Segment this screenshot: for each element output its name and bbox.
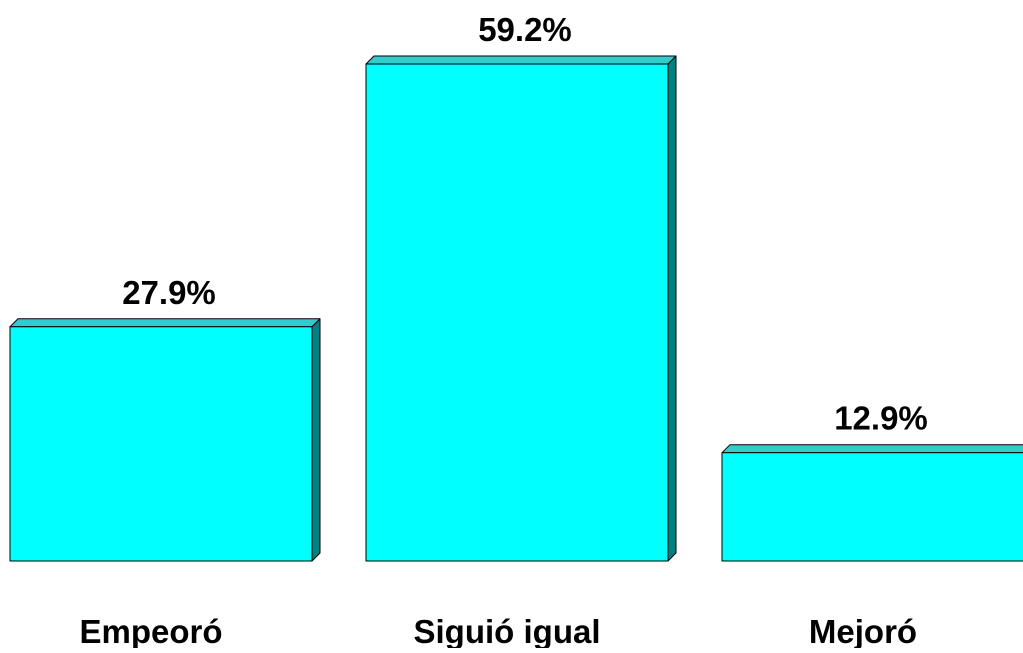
bars-layer — [9, 55, 1023, 562]
data-label: 27.9% — [122, 274, 216, 311]
value-labels-layer: 27.9% 59.2% 12.9% — [122, 11, 928, 437]
category-label: Siguió igual — [414, 613, 601, 648]
category-label: Empeoró — [79, 613, 222, 648]
bar — [365, 55, 677, 562]
data-label: 59.2% — [478, 11, 572, 48]
bar-front-face — [721, 452, 1023, 562]
bar-top-face — [721, 444, 1023, 454]
bar-top-face — [365, 55, 677, 65]
bar-side-face — [667, 55, 677, 562]
bar-top-face — [9, 318, 321, 328]
data-label: 12.9% — [834, 400, 928, 437]
bar — [9, 318, 321, 562]
category-labels-layer: Empeoró Siguió igual Mejoró — [79, 613, 917, 650]
bar-front-face — [365, 63, 669, 562]
bar-front-face — [9, 326, 313, 562]
category-label: Mejoró — [809, 613, 917, 648]
bar-side-face — [311, 318, 321, 562]
bar — [721, 444, 1023, 562]
